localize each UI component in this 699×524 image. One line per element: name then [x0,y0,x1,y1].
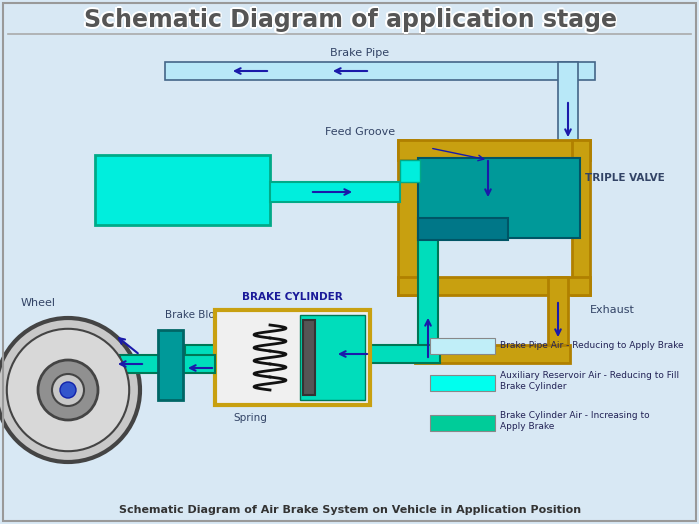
Circle shape [52,374,84,406]
Text: Piston: Piston [320,380,352,390]
Text: Feed Groove: Feed Groove [325,127,395,137]
Text: Auxiliary Reservoir Air - Reducing to Fill
Brake Cylinder: Auxiliary Reservoir Air - Reducing to Fi… [500,372,679,391]
Text: Schematic Diagram of Air Brake System on Vehicle in Application Position: Schematic Diagram of Air Brake System on… [119,505,581,515]
Text: Schematic Diagram of application stage: Schematic Diagram of application stage [85,8,618,32]
Text: Exhaust: Exhaust [590,305,635,315]
Bar [398,277,590,295]
Bar [300,315,365,400]
Bar [400,160,420,182]
Bar [398,140,590,160]
Circle shape [38,360,98,420]
Text: Brake Block: Brake Block [165,310,226,320]
Text: Schematic Diagram of application stage: Schematic Diagram of application stage [85,7,618,31]
Text: Schematic Diagram of application stage: Schematic Diagram of application stage [82,8,615,32]
Text: Schematic Diagram of application stage: Schematic Diagram of application stage [85,9,618,33]
Bar [430,338,495,354]
Bar [415,345,570,363]
Text: BRAKE CYLINDER: BRAKE CYLINDER [242,292,343,302]
Circle shape [0,318,140,462]
Bar [418,158,580,238]
Bar [398,140,418,295]
Bar [185,345,440,363]
Text: Slide Valve: Slide Valve [515,224,572,234]
Bar [158,330,183,400]
Text: Schematic Diagram of application stage: Schematic Diagram of application stage [83,9,617,34]
Text: Wheel: Wheel [20,298,55,308]
Text: Schematic Diagram of application stage: Schematic Diagram of application stage [82,7,615,31]
Bar [548,277,568,347]
Bar [95,155,270,225]
Text: Brake Cylinder Air - Increasing to
Apply Brake: Brake Cylinder Air - Increasing to Apply… [500,411,649,431]
Bar [165,62,595,80]
Text: Schematic Diagram of application stage: Schematic Diagram of application stage [83,8,617,32]
Text: TRIPLE VALVE: TRIPLE VALVE [585,173,665,183]
Circle shape [60,382,76,398]
Bar [120,355,215,373]
Bar [558,62,578,147]
Circle shape [7,329,129,451]
Bar [430,375,495,391]
Bar [303,320,315,395]
Text: Spring: Spring [233,413,267,423]
Text: Brake Pipe: Brake Pipe [331,48,389,58]
Text: Schematic Diagram of application stage: Schematic Diagram of application stage [82,9,615,33]
Bar [430,415,495,431]
Text: Schematic Diagram of application stage: Schematic Diagram of application stage [83,6,617,30]
Bar [270,182,400,202]
Bar [418,238,438,363]
Bar [215,310,370,405]
Text: Auxiliary Reservoir: Auxiliary Reservoir [120,183,245,196]
Bar [418,218,508,240]
Bar [572,140,590,295]
Text: Brake Pipe Air - Reducing to Apply Brake: Brake Pipe Air - Reducing to Apply Brake [500,342,684,351]
